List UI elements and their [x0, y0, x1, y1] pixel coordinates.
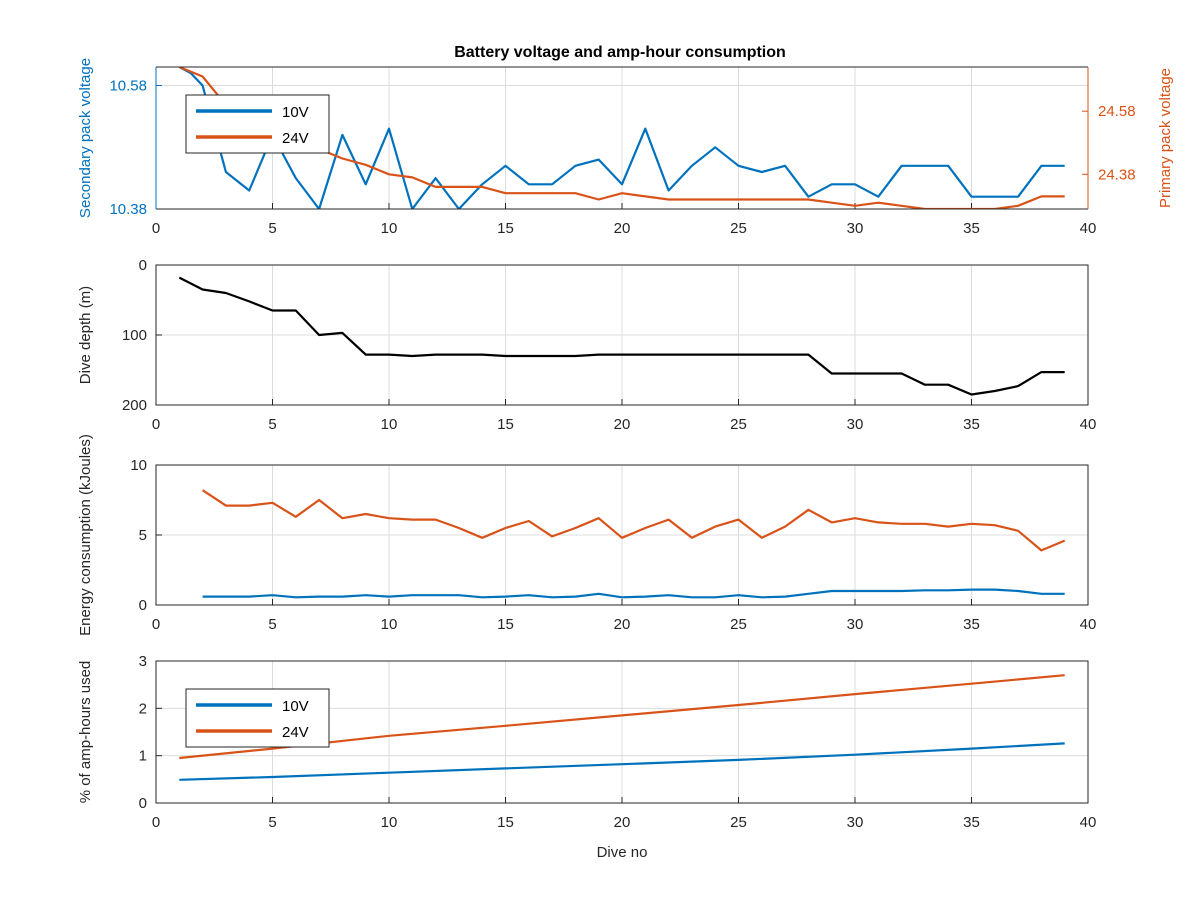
- x-tick-label: 20: [614, 814, 631, 831]
- x-tick-label: 30: [847, 220, 864, 237]
- x-tick-label: 10: [381, 220, 398, 237]
- y-tick-label: 200: [122, 397, 147, 414]
- x-tick-label: 40: [1080, 616, 1097, 633]
- figure-title: Battery voltage and amp-hour consumption: [454, 44, 786, 61]
- y-tick-label: 3: [139, 653, 147, 670]
- y-axis-label: % of amp-hours used: [77, 661, 94, 804]
- x-tick-label: 25: [730, 220, 747, 237]
- x-tick-label: 25: [730, 616, 747, 633]
- x-tick-label: 15: [497, 814, 514, 831]
- x-tick-label: 20: [614, 616, 631, 633]
- x-tick-label: 40: [1080, 814, 1097, 831]
- x-tick-label: 20: [614, 220, 631, 237]
- depth-chart: 0 5 10 15 20 25 30 35 40 0 100 200 Dive depth (m): [77, 257, 1096, 433]
- plot-area: [201, 489, 1066, 599]
- x-tick-label: 15: [497, 220, 514, 237]
- y-axis-label: Dive depth (m): [77, 286, 94, 384]
- x-tick-label: 15: [497, 616, 514, 633]
- x-tick-label: 10: [381, 416, 398, 433]
- x-tick-label: 0: [152, 616, 160, 633]
- x-tick-label: 35: [963, 416, 980, 433]
- y-tick-label: 10.38: [109, 201, 147, 218]
- x-tick-label: 5: [268, 814, 276, 831]
- y-tick-label: 1: [139, 748, 147, 765]
- series-line-24V: [201, 489, 1066, 552]
- legend-label: 24V: [282, 130, 309, 147]
- y-right-axis-label: Primary pack voltage: [1157, 68, 1174, 208]
- x-axis-label: Dive no: [597, 844, 648, 861]
- series-line-10V: [202, 588, 1065, 599]
- x-tick-label: 10: [381, 814, 398, 831]
- axes-frame: [155, 264, 1089, 406]
- y-right-tick-label: 24.38: [1098, 166, 1136, 183]
- series-line-10V: [179, 742, 1065, 781]
- x-tick-label: 10: [381, 616, 398, 633]
- x-tick-label: 0: [152, 814, 160, 831]
- x-tick-label: 0: [152, 220, 160, 237]
- energy-chart: 0 5 10 15 20 25 30 35 40 0 5 10 Energy consumption (…: [77, 434, 1096, 636]
- x-tick-label: 5: [268, 220, 276, 237]
- x-tick-label: 30: [847, 616, 864, 633]
- legend-box: [185, 688, 330, 748]
- x-tick-label: 35: [963, 814, 980, 831]
- x-tick-label: 30: [847, 416, 864, 433]
- x-tick-label: 25: [730, 416, 747, 433]
- legend-label: 10V: [282, 104, 309, 121]
- x-tick-label: 5: [268, 616, 276, 633]
- legend-label: 24V: [282, 724, 309, 741]
- y-tick-label: 10.58: [109, 78, 147, 95]
- y-tick-label: 100: [122, 327, 147, 344]
- y-right-tick-label: 24.58: [1098, 103, 1136, 120]
- x-tick-label: 20: [614, 416, 631, 433]
- axes-frame: [155, 464, 1089, 606]
- x-tick-label: 0: [152, 416, 160, 433]
- x-tick-label: 25: [730, 814, 747, 831]
- x-tick-label: 15: [497, 416, 514, 433]
- y-axis-label: Secondary pack voltage: [77, 58, 94, 218]
- x-tick-label: 30: [847, 814, 864, 831]
- legend-box: [185, 94, 330, 154]
- x-tick-label: 40: [1080, 220, 1097, 237]
- y-axis-label: Energy consumption (kJoules): [77, 434, 94, 636]
- x-tick-label: 35: [963, 616, 980, 633]
- plot-area: [178, 276, 1065, 396]
- x-tick-label: 40: [1080, 416, 1097, 433]
- y-tick-label: 0: [139, 257, 147, 274]
- voltage-chart: 0 5 10 15 20 25 30 35 40 10.38 10.58 Secondary pack…: [77, 58, 1174, 237]
- axes-frame: [155, 660, 1089, 804]
- y-tick-label: 10: [130, 457, 147, 474]
- amp-hours-chart: 0 5 10 15 20 25 30 35 40 Dive no 0 1 2 3 % of amp-hour…: [77, 653, 1096, 861]
- y-tick-label: 5: [139, 527, 147, 544]
- legend-label: 10V: [282, 698, 309, 715]
- series-line-10V: [178, 67, 1065, 209]
- y-tick-label: 0: [139, 795, 147, 812]
- y-tick-label: 2: [139, 700, 147, 717]
- x-tick-label: 5: [268, 416, 276, 433]
- x-tick-label: 35: [963, 220, 980, 237]
- series-line-depth: [178, 276, 1065, 396]
- y-tick-label: 0: [139, 597, 147, 614]
